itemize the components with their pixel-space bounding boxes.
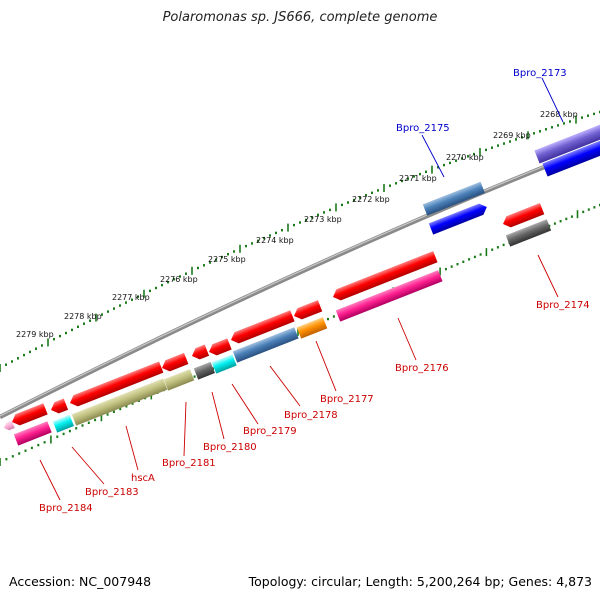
scale-label: 2273 kbp <box>304 215 342 224</box>
gene-bpro-2179[interactable] <box>211 354 237 374</box>
gene-label-bpro-2175[interactable]: Bpro_2175 <box>396 123 450 134</box>
scale-label: 2271 kbp <box>399 174 437 183</box>
scale-label: 2270 kbp <box>446 153 484 162</box>
footer-info: Topology: circular; Length: 5,200,264 bp… <box>248 574 592 589</box>
gene-label-bpro-2177[interactable]: Bpro_2177 <box>320 394 374 405</box>
leader-bpro-2173 <box>541 77 564 123</box>
gene-label-bpro-2180[interactable]: Bpro_2180 <box>203 442 257 453</box>
gene-bpro-2174[interactable] <box>501 203 545 230</box>
gene-bpro-2175-steel[interactable] <box>422 181 485 216</box>
footer-accession: Accession: NC_007948 <box>9 574 152 589</box>
gene-labels: Bpro_2173 Bpro_2175 Bpro_2174 Bpro_2176 … <box>39 68 590 514</box>
leader-bpro-2183 <box>71 446 105 485</box>
leader-bpro-2179 <box>231 383 259 425</box>
gene-bpro-2175[interactable] <box>428 201 489 235</box>
gene-bpro-2173-violet[interactable] <box>534 121 600 164</box>
gene-label-hscA[interactable]: hscA <box>131 473 155 484</box>
gene-bpro-2178-red[interactable] <box>229 310 295 345</box>
leader-bpro-2177 <box>315 340 337 392</box>
gene-label-bpro-2176[interactable]: Bpro_2176 <box>395 363 449 374</box>
gene-bpro-2178[interactable] <box>232 327 299 363</box>
scale-label: 2275 kbp <box>208 255 246 264</box>
gene-bpro-2183[interactable] <box>52 414 74 433</box>
leader-bpro-2178 <box>269 365 301 407</box>
forward-strand-genes <box>422 121 600 235</box>
gene-label-bpro-2179[interactable]: Bpro_2179 <box>243 426 297 437</box>
outer-tick-row <box>0 110 600 372</box>
gene-label-bpro-2181[interactable]: Bpro_2181 <box>162 458 216 469</box>
gene-bpro-2180[interactable] <box>193 361 215 380</box>
gene-bpro-2176[interactable] <box>335 270 443 322</box>
gene-bpro-2181-red[interactable] <box>160 352 189 374</box>
scale-label: 2276 kbp <box>160 275 198 284</box>
gene-label-bpro-2178[interactable]: Bpro_2178 <box>284 410 338 421</box>
scale-label: 2279 kbp <box>16 330 54 339</box>
leader-bpro-2184 <box>39 459 61 501</box>
gene-bpro-2177-red[interactable] <box>292 300 323 321</box>
scale-label: 2274 kbp <box>256 236 294 245</box>
scale-label: 2269 kbp <box>493 131 531 140</box>
gene-hscA[interactable] <box>71 378 168 426</box>
gene-bpro-2181[interactable] <box>163 369 195 391</box>
gene-bpro-2176-red[interactable] <box>331 251 438 302</box>
gene-partial-lightpink[interactable] <box>3 420 15 432</box>
gene-bpro-2184[interactable] <box>13 421 52 446</box>
scale-label: 2278 kbp <box>64 312 102 321</box>
gene-hscA-red[interactable] <box>68 361 164 409</box>
gene-label-bpro-2184[interactable]: Bpro_2184 <box>39 503 93 514</box>
gene-bpro-2183-red[interactable] <box>49 398 69 416</box>
reverse-strand-genes <box>3 203 552 446</box>
gene-bpro-2173[interactable] <box>542 137 600 177</box>
scale-label: 2277 kbp <box>112 293 150 302</box>
gene-label-bpro-2173[interactable]: Bpro_2173 <box>513 68 567 79</box>
gene-bpro-2179-red[interactable] <box>207 338 232 357</box>
gene-label-bpro-2183[interactable]: Bpro_2183 <box>85 487 139 498</box>
label-leaders <box>39 77 564 501</box>
leader-bpro-2181 <box>183 401 187 457</box>
genome-backbone <box>0 142 600 420</box>
genome-backbone-highlight <box>0 143 600 417</box>
scale-label: 2268 kbp <box>540 110 578 119</box>
scale-labels: 2268 kbp 2269 kbp 2270 kbp 2271 kbp 2272… <box>16 110 578 339</box>
gene-bpro-2177[interactable] <box>296 317 328 339</box>
gene-label-bpro-2174[interactable]: Bpro_2174 <box>536 300 590 311</box>
scale-label: 2272 kbp <box>352 195 390 204</box>
leader-bpro-2176 <box>397 317 417 361</box>
map-title: Polaromonas sp. JS666, complete genome <box>162 10 438 25</box>
gene-bpro-2180-red[interactable] <box>190 344 210 362</box>
leader-hscA <box>125 425 139 471</box>
gene-bpro-2184-red[interactable] <box>10 403 48 427</box>
leader-bpro-2180 <box>211 391 225 440</box>
leader-bpro-2174 <box>537 254 559 298</box>
gene-bpro-2174-gray[interactable] <box>505 219 552 247</box>
leader-bpro-2175 <box>421 134 445 178</box>
